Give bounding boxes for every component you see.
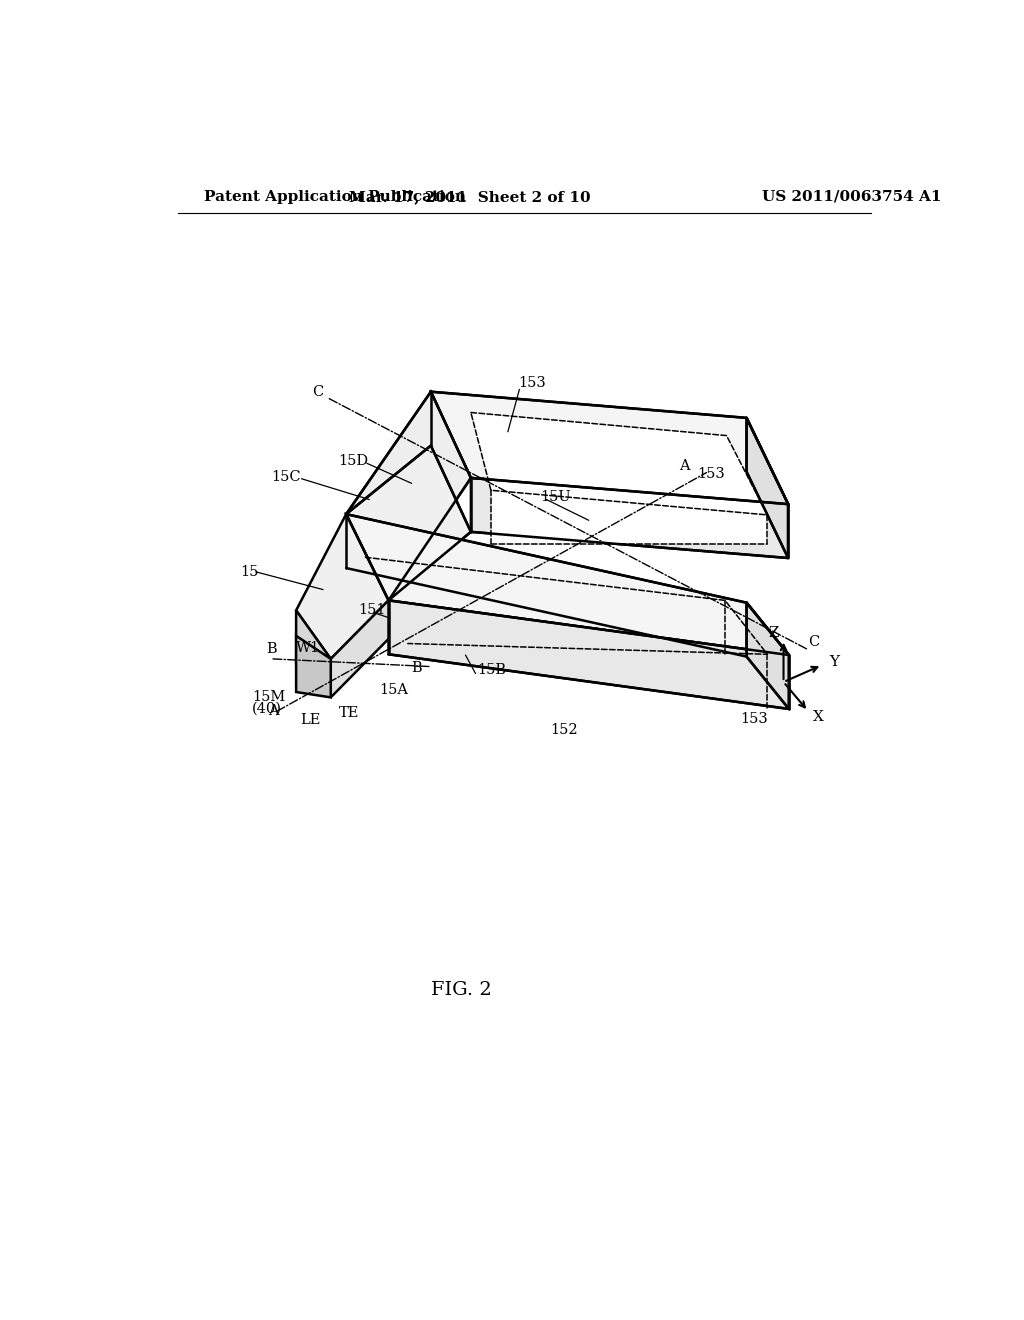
Text: X: X: [813, 710, 823, 725]
Text: 15D: 15D: [339, 454, 369, 469]
Polygon shape: [471, 478, 788, 558]
Text: C: C: [808, 635, 819, 649]
Text: 15U: 15U: [541, 490, 570, 504]
Text: B: B: [412, 661, 422, 675]
Polygon shape: [346, 392, 471, 601]
Text: TE: TE: [339, 706, 358, 719]
Text: C: C: [312, 384, 323, 399]
Text: A: A: [267, 705, 279, 718]
Polygon shape: [331, 601, 388, 697]
Text: 15: 15: [241, 565, 259, 579]
Polygon shape: [388, 601, 788, 709]
Text: Mar. 17, 2011  Sheet 2 of 10: Mar. 17, 2011 Sheet 2 of 10: [348, 190, 590, 203]
Text: Y: Y: [829, 655, 839, 669]
Polygon shape: [490, 490, 767, 544]
Text: 15M: 15M: [252, 690, 286, 705]
Text: A: A: [680, 459, 690, 474]
Text: 152: 152: [550, 723, 578, 737]
Text: LE: LE: [300, 714, 321, 727]
Text: Patent Application Publication: Patent Application Publication: [204, 190, 466, 203]
Text: B: B: [266, 642, 276, 656]
Text: US 2011/0063754 A1: US 2011/0063754 A1: [762, 190, 941, 203]
Text: (40): (40): [252, 702, 283, 715]
Text: W1: W1: [296, 642, 321, 655]
Text: 153: 153: [697, 467, 725, 480]
Polygon shape: [346, 446, 471, 601]
Text: 153: 153: [740, 711, 768, 726]
Polygon shape: [746, 418, 788, 558]
Polygon shape: [431, 392, 788, 504]
Text: 15C: 15C: [271, 470, 301, 484]
Polygon shape: [296, 610, 331, 697]
Text: 153: 153: [518, 376, 547, 391]
Text: 15A: 15A: [379, 682, 409, 697]
Text: 15B: 15B: [477, 664, 506, 677]
Polygon shape: [471, 412, 767, 515]
Polygon shape: [346, 515, 788, 655]
Text: Z: Z: [768, 627, 779, 640]
Text: 151: 151: [358, 603, 386, 618]
Polygon shape: [296, 515, 388, 659]
Text: FIG. 2: FIG. 2: [431, 981, 493, 999]
Polygon shape: [746, 603, 788, 709]
Polygon shape: [296, 636, 331, 697]
